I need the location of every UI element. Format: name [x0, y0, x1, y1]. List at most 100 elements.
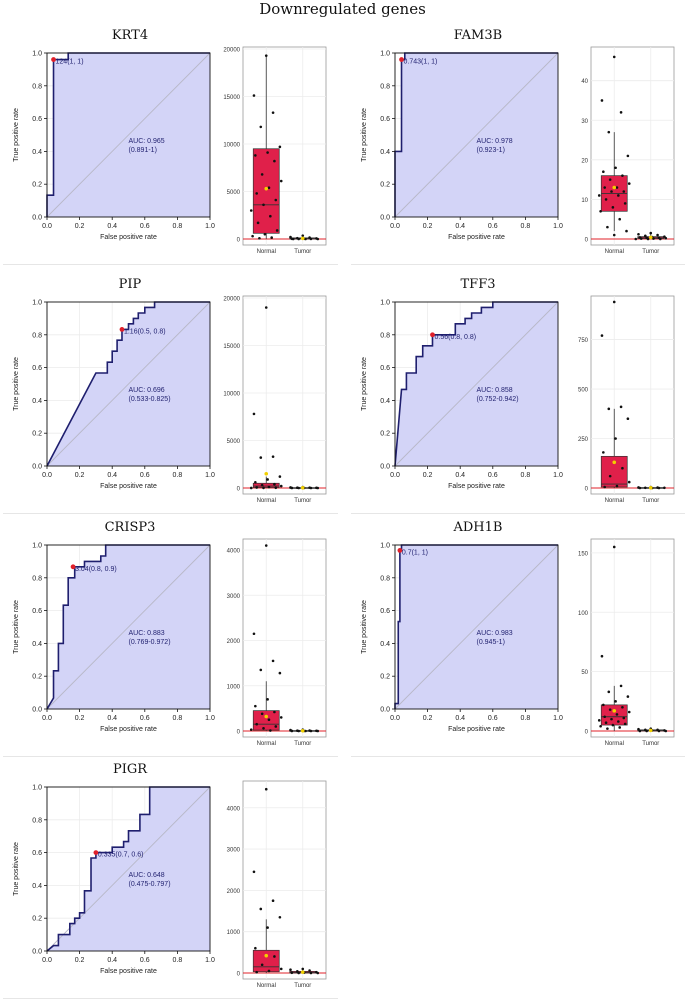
tumor-data-point: [309, 971, 313, 975]
roc-x-tick-label: 0.2: [75, 472, 85, 479]
roc-auc-label: AUC: 0.883: [129, 630, 165, 637]
normal-data-point: [274, 486, 278, 490]
roc-x-tick-label: 1.0: [553, 715, 563, 722]
panel-separator: [351, 264, 685, 265]
normal-data-point: [255, 722, 258, 726]
box-plot-border: [242, 780, 327, 980]
normal-data-point: [266, 151, 269, 154]
box-x-tick-label: Tumor: [642, 249, 659, 255]
roc-x-tick-label: 0.2: [423, 472, 433, 479]
normal-data-point: [259, 125, 263, 129]
box-x-tick-label: Tumor: [294, 983, 311, 989]
box-y-tick-label: 4000: [227, 806, 241, 812]
roc-y-tick-label: 1.0: [32, 300, 42, 307]
normal-data-point: [279, 484, 283, 488]
normal-data-point: [604, 198, 608, 201]
tumor-mean-point: [648, 235, 653, 240]
roc-cutoff-point: [93, 850, 99, 855]
box-plot: 0 50 100 150 Normal Tumor: [578, 538, 675, 747]
panel-title: PIGR: [112, 762, 148, 777]
normal-data-point: [273, 710, 276, 714]
box-y-tick-label: 5000: [227, 190, 241, 196]
normal-data-point: [610, 190, 613, 193]
roc-x-tick-label: 0.4: [455, 472, 465, 479]
roc-x-tick-label: 0.6: [488, 715, 498, 722]
roc-box-chart: 0.743(1, 1) AUC: 0.978 (0.923-1) 0.0 0.2 0.4 0…: [361, 46, 675, 255]
roc-ci-label: (0.475-0.797): [129, 881, 171, 888]
normal-data-point: [264, 306, 268, 309]
normal-data-point: [254, 154, 257, 157]
normal-mean-point: [264, 714, 269, 719]
roc-plot-border: [394, 301, 559, 467]
roc-y-tick-label: 0.6: [32, 850, 42, 857]
roc-box-chart: 0.56(0.8, 0.8) AUC: 0.858 (0.752-0.942) 0.0…: [361, 295, 675, 504]
tumor-data-point: [290, 729, 294, 733]
roc-y-tick-label: 0.8: [32, 817, 42, 824]
normal-data-point: [255, 192, 258, 195]
normal-data-point: [252, 412, 256, 416]
normal-data-point: [615, 484, 619, 488]
roc-ci-label: (0.769-0.972): [129, 639, 171, 646]
normal-data-point: [627, 480, 631, 484]
box-y-tick-label: 0: [585, 238, 589, 244]
roc-y-tick-label: 0.0: [380, 464, 390, 471]
normal-data-point: [614, 437, 617, 440]
roc-x-axis-label: False positive rate: [448, 483, 505, 490]
roc-plot: 0.7(1, 1) AUC: 0.983 (0.945-1) 0.0 0.2 0.4 0.6…: [361, 543, 563, 734]
normal-data-point: [274, 198, 278, 202]
roc-y-tick-label: 0.4: [32, 883, 42, 890]
tumor-data-point: [316, 729, 320, 733]
box-y-tick-label: 20000: [223, 297, 240, 303]
roc-box-chart: 0.335(0.7, 0.6) AUC: 0.648 (0.475-0.797) 0.…: [13, 780, 327, 989]
roc-y-axis-label: True positive rate: [361, 600, 368, 654]
box-y-tick-label: 15000: [223, 344, 240, 350]
box-y-tick-label: 5000: [227, 439, 241, 445]
tumor-data-point: [309, 237, 313, 241]
roc-cutoff-point: [397, 548, 403, 553]
normal-data-point: [623, 202, 627, 205]
roc-y-tick-label: 0.8: [32, 332, 42, 339]
roc-x-tick-label: 0.0: [42, 223, 52, 230]
roc-x-tick-label: 1.0: [553, 223, 563, 230]
panel-separator: [3, 756, 338, 757]
normal-data-point: [607, 130, 611, 134]
roc-auc-label: AUC: 0.696: [129, 387, 165, 394]
normal-data-point: [597, 194, 601, 197]
roc-x-tick-label: 0.6: [140, 957, 150, 964]
normal-data-point: [608, 708, 612, 711]
box-y-tick-label: 500: [578, 388, 589, 394]
tumor-data-point: [638, 486, 642, 490]
roc-y-tick-label: 0.2: [380, 182, 390, 189]
roc-box-chart: 1.16(0.5, 0.8) AUC: 0.696 (0.533-0.825) 0.0…: [13, 295, 327, 504]
box-x-tick-label: Normal: [257, 249, 276, 255]
roc-x-tick-label: 0.0: [390, 472, 400, 479]
roc-x-tick-label: 0.8: [521, 223, 531, 230]
roc-x-tick-label: 0.8: [173, 223, 183, 230]
normal-mean-point: [264, 471, 269, 476]
roc-cutoff-label: 3.04(0.8, 0.9): [75, 566, 117, 573]
roc-x-axis-label: False positive rate: [100, 726, 157, 733]
roc-cutoff-point: [70, 564, 76, 570]
box-y-tick-label: 1000: [227, 684, 241, 690]
normal-data-point: [603, 186, 606, 189]
normal-data-point: [267, 485, 271, 489]
normal-data-point: [271, 899, 275, 903]
tumor-mean-point: [300, 728, 305, 733]
box-y-tick-label: 3000: [227, 594, 241, 600]
normal-data-point: [262, 486, 265, 490]
roc-cutoff-label: 1.16(0.5, 0.8): [124, 328, 166, 335]
normal-data-point: [611, 206, 615, 209]
roc-y-tick-label: 0.8: [380, 575, 390, 582]
normal-data-point: [617, 194, 620, 197]
roc-plot: 3.04(0.8, 0.9) AUC: 0.883 (0.769-0.972) 0.0…: [13, 543, 215, 734]
box-y-tick-label: 50: [581, 670, 588, 676]
normal-data-point: [619, 111, 623, 114]
panel-title: FAM3B: [453, 28, 503, 43]
roc-y-tick-label: 0.6: [380, 608, 390, 615]
tumor-mean-point: [648, 486, 653, 490]
roc-plot-border: [46, 52, 211, 218]
roc-y-tick-label: 0.6: [32, 116, 42, 123]
normal-data-point: [612, 545, 616, 549]
roc-cutoff-label: 0.743(1, 1): [404, 59, 438, 66]
box-plot-border: [242, 295, 327, 495]
